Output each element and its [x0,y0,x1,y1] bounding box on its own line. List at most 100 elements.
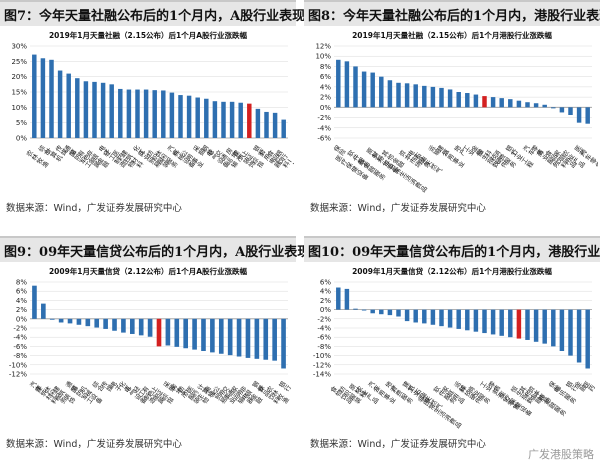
x-tick-label: 一般金融服务 [352,154,388,182]
bar-4 [370,72,375,108]
bar-23 [236,318,242,357]
x-tick-label: 资本市场 [397,148,424,170]
chart-panel-fig10: 图10：09年天量信贷公布后的1个月内，港股行业表现 2009年1月天量信贷（2… [304,236,600,450]
x-tick-label: 其他金融 [518,384,544,405]
x-tick-label: 纺织服装 [144,148,171,170]
bar-6 [387,309,393,316]
y-tick-label: -2% [13,325,27,333]
x-tick-label: 地产 [452,143,469,158]
y-tick-label: 2% [320,94,331,102]
y-tick-label: 6% [320,73,331,81]
bar-20 [508,309,513,338]
x-tick-label: 建筑材料 [119,148,146,170]
bar-22 [221,101,226,138]
x-tick-label: 通信 [62,143,79,158]
bar-8 [404,309,410,322]
bar-28 [272,112,278,138]
bar-23 [229,101,235,138]
panel-header: 图7：今年天量社融公布后的1个月内，A股行业表现 [0,0,305,26]
bar-0 [32,285,37,319]
bar-24 [542,104,547,108]
x-tick-label: 医疗保健设备 [334,153,371,182]
x-tick-label: 软件服务 [431,384,458,406]
x-tick-label: 建筑 [435,143,452,158]
x-tick-label: 计算机 [195,381,217,399]
bar-27 [568,309,573,356]
bar-20 [204,98,209,138]
bar-8 [103,318,108,329]
bar-23 [533,103,539,108]
x-tick-label: 轻工制造 [131,384,158,406]
panel-header: 图8：今年天量社融公布后的1个月内，港股行业表现 [304,0,600,26]
x-tick-label: 零售 [487,379,503,393]
y-tick-label: 10% [11,104,27,112]
bar-18 [490,97,496,108]
x-tick-label: 零售 [530,143,546,157]
x-tick-label: 食品饮料 [543,148,570,170]
bar-0 [336,59,341,108]
x-tick-label: 恒生指数 [509,384,536,406]
data-source-note: 数据来源：Wind，广发证券发展研究中心 [310,439,486,450]
bar-28 [576,309,582,363]
bar-21 [516,100,522,108]
x-tick-label: 消费服务 [388,384,415,406]
panel-header: 图9：09年天量信贷公布后的1个月内，A股行业表现 [0,236,310,262]
x-tick-label: 公用事业 [180,149,205,170]
x-tick-label: 原材料 [365,146,386,164]
chart-panel-fig7: 图7：今年天量社融公布后的1个月内，A股行业表现 2019年1月天量社融（2.1… [0,0,305,214]
x-tick-label: 科技硬件 [483,148,510,170]
x-tick-label: 科技硬件 [457,384,484,406]
bar-10 [118,88,123,138]
bar-15 [465,93,470,108]
x-tick-label: 医疗保健设备 [497,389,534,418]
bar-9 [112,318,117,331]
bar-20 [508,99,513,108]
bar-25 [551,309,556,347]
chart-title: 2019年1月天量社融（2.15公布）后1个月A股行业涨跌幅 [48,31,248,40]
y-tick-label: 4% [320,288,331,296]
bar-3 [361,71,367,108]
x-tick-label: 保险 [546,379,563,394]
bar-14 [456,309,461,329]
data-source-note: 数据来源：Wind，广发证券发展研究中心 [6,439,182,450]
x-tick-label: 电讯服务 [552,384,579,406]
bar-16 [473,94,479,108]
chart-title: 2009年1月天量信贷（2.12公布）后1个月A股行业涨跌幅 [48,267,248,276]
bar-22 [525,102,530,108]
bar-26 [263,318,269,360]
x-tick-label: 其他金融 [380,148,406,169]
bar-7 [396,309,401,317]
bar-0 [336,287,341,310]
x-tick-label: 软件服务 [345,148,372,170]
panel-header: 图10：09年天量信贷公布后的1个月内，港股行业表现 [304,236,600,262]
x-tick-label: 电讯服务 [405,148,432,170]
x-tick-label: 农林牧渔 [24,148,51,170]
x-tick-label: 家庭用品 [552,148,579,170]
x-tick-label: 电气设备 [205,148,232,170]
x-tick-label: 汽车 [366,379,383,394]
bar-2 [49,59,54,138]
bar-27 [264,111,269,138]
y-tick-label: 0% [16,135,27,143]
bar-7 [92,81,97,138]
x-tick-label: 金融 [572,379,589,394]
x-tick-label: 工业工程 [407,385,432,406]
bar-4 [66,73,71,138]
bar-26 [559,107,565,113]
y-tick-label: -6% [317,135,331,143]
x-tick-label: 银行II [273,148,294,170]
bar-27 [568,107,573,115]
x-tick-label: 农林牧渔 [264,384,291,406]
x-tick-label: 上证综指 [239,148,266,170]
x-tick-label: 医药 [573,144,588,157]
bar-9 [413,84,418,108]
y-tick-label: 15% [11,89,27,97]
bar-chart-a-share-2019: 0% 5% 10% 15% 20% 25% 30% 农林牧渔综合计算机传媒通信国防军工有色金属… [11,43,294,170]
x-tick-label: 石油天然气 [413,387,445,412]
x-tick-label: 商业贸易 [202,384,229,405]
bar-26 [559,309,565,351]
bar-12 [439,309,444,327]
bar-18 [186,95,192,138]
panel-heading: 图10：09年天量信贷公布后的1个月内，港股行业表现 [308,244,600,260]
y-tick-label: -6% [13,343,27,351]
